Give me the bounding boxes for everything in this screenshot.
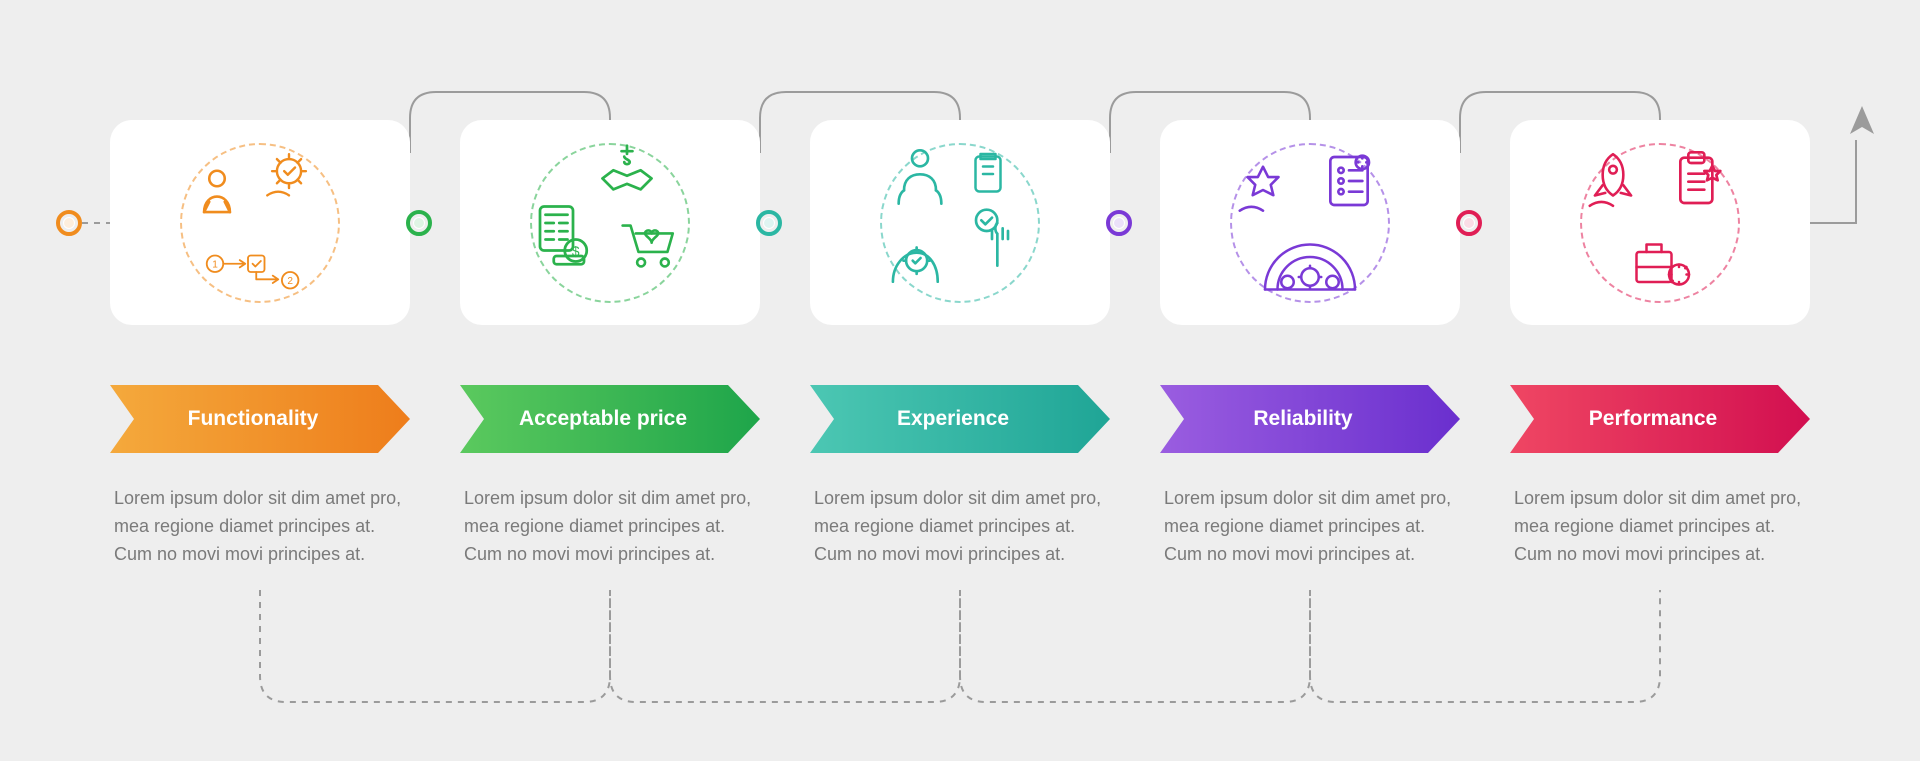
step-dot [56, 210, 82, 236]
icon-card [1510, 120, 1810, 325]
step-dot [1106, 210, 1132, 236]
arrow-reliability: Reliability [1160, 385, 1460, 453]
arrow-row: Functionality Acceptable price Experienc… [110, 385, 1810, 453]
step-description: Lorem ipsum dolor sit dim amet pro, mea … [810, 485, 1110, 569]
step-description: Lorem ipsum dolor sit dim amet pro, mea … [110, 485, 410, 569]
step-performance [1510, 120, 1810, 325]
infographic-stage: 1 2 $ [0, 0, 1920, 761]
icon-card: $ [460, 120, 760, 325]
functionality-icon: 1 2 [180, 143, 340, 303]
icon-card [810, 120, 1110, 325]
arrow-label: Reliability [1253, 407, 1366, 431]
step-dot [756, 210, 782, 236]
step-description: Lorem ipsum dolor sit dim amet pro, mea … [1160, 485, 1460, 569]
icon-card [1160, 120, 1460, 325]
svg-text:1: 1 [212, 259, 218, 270]
step-reliability [1160, 120, 1460, 325]
arrow-performance: Performance [1510, 385, 1810, 453]
reliability-icon [1230, 143, 1390, 303]
arrow-label: Performance [1589, 407, 1731, 431]
step-price: $ [460, 120, 760, 325]
step-dot [1456, 210, 1482, 236]
step-experience [810, 120, 1110, 325]
arrow-label: Experience [897, 407, 1023, 431]
step-functionality: 1 2 [110, 120, 410, 325]
icon-card: 1 2 [110, 120, 410, 325]
step-dot [406, 210, 432, 236]
description-row: Lorem ipsum dolor sit dim amet pro, mea … [110, 485, 1810, 569]
icon-card-row: 1 2 $ [110, 120, 1810, 325]
arrow-label: Acceptable price [519, 407, 701, 431]
performance-icon [1580, 143, 1740, 303]
arrow-label: Functionality [188, 407, 333, 431]
experience-icon [880, 143, 1040, 303]
price-icon: $ [530, 143, 690, 303]
step-description: Lorem ipsum dolor sit dim amet pro, mea … [460, 485, 760, 569]
connector-lines [0, 0, 1920, 761]
arrow-experience: Experience [810, 385, 1110, 453]
svg-text:2: 2 [287, 275, 293, 286]
step-description: Lorem ipsum dolor sit dim amet pro, mea … [1510, 485, 1810, 569]
arrow-functionality: Functionality [110, 385, 410, 453]
end-arrowhead-icon [1850, 106, 1874, 134]
arrow-price: Acceptable price [460, 385, 760, 453]
